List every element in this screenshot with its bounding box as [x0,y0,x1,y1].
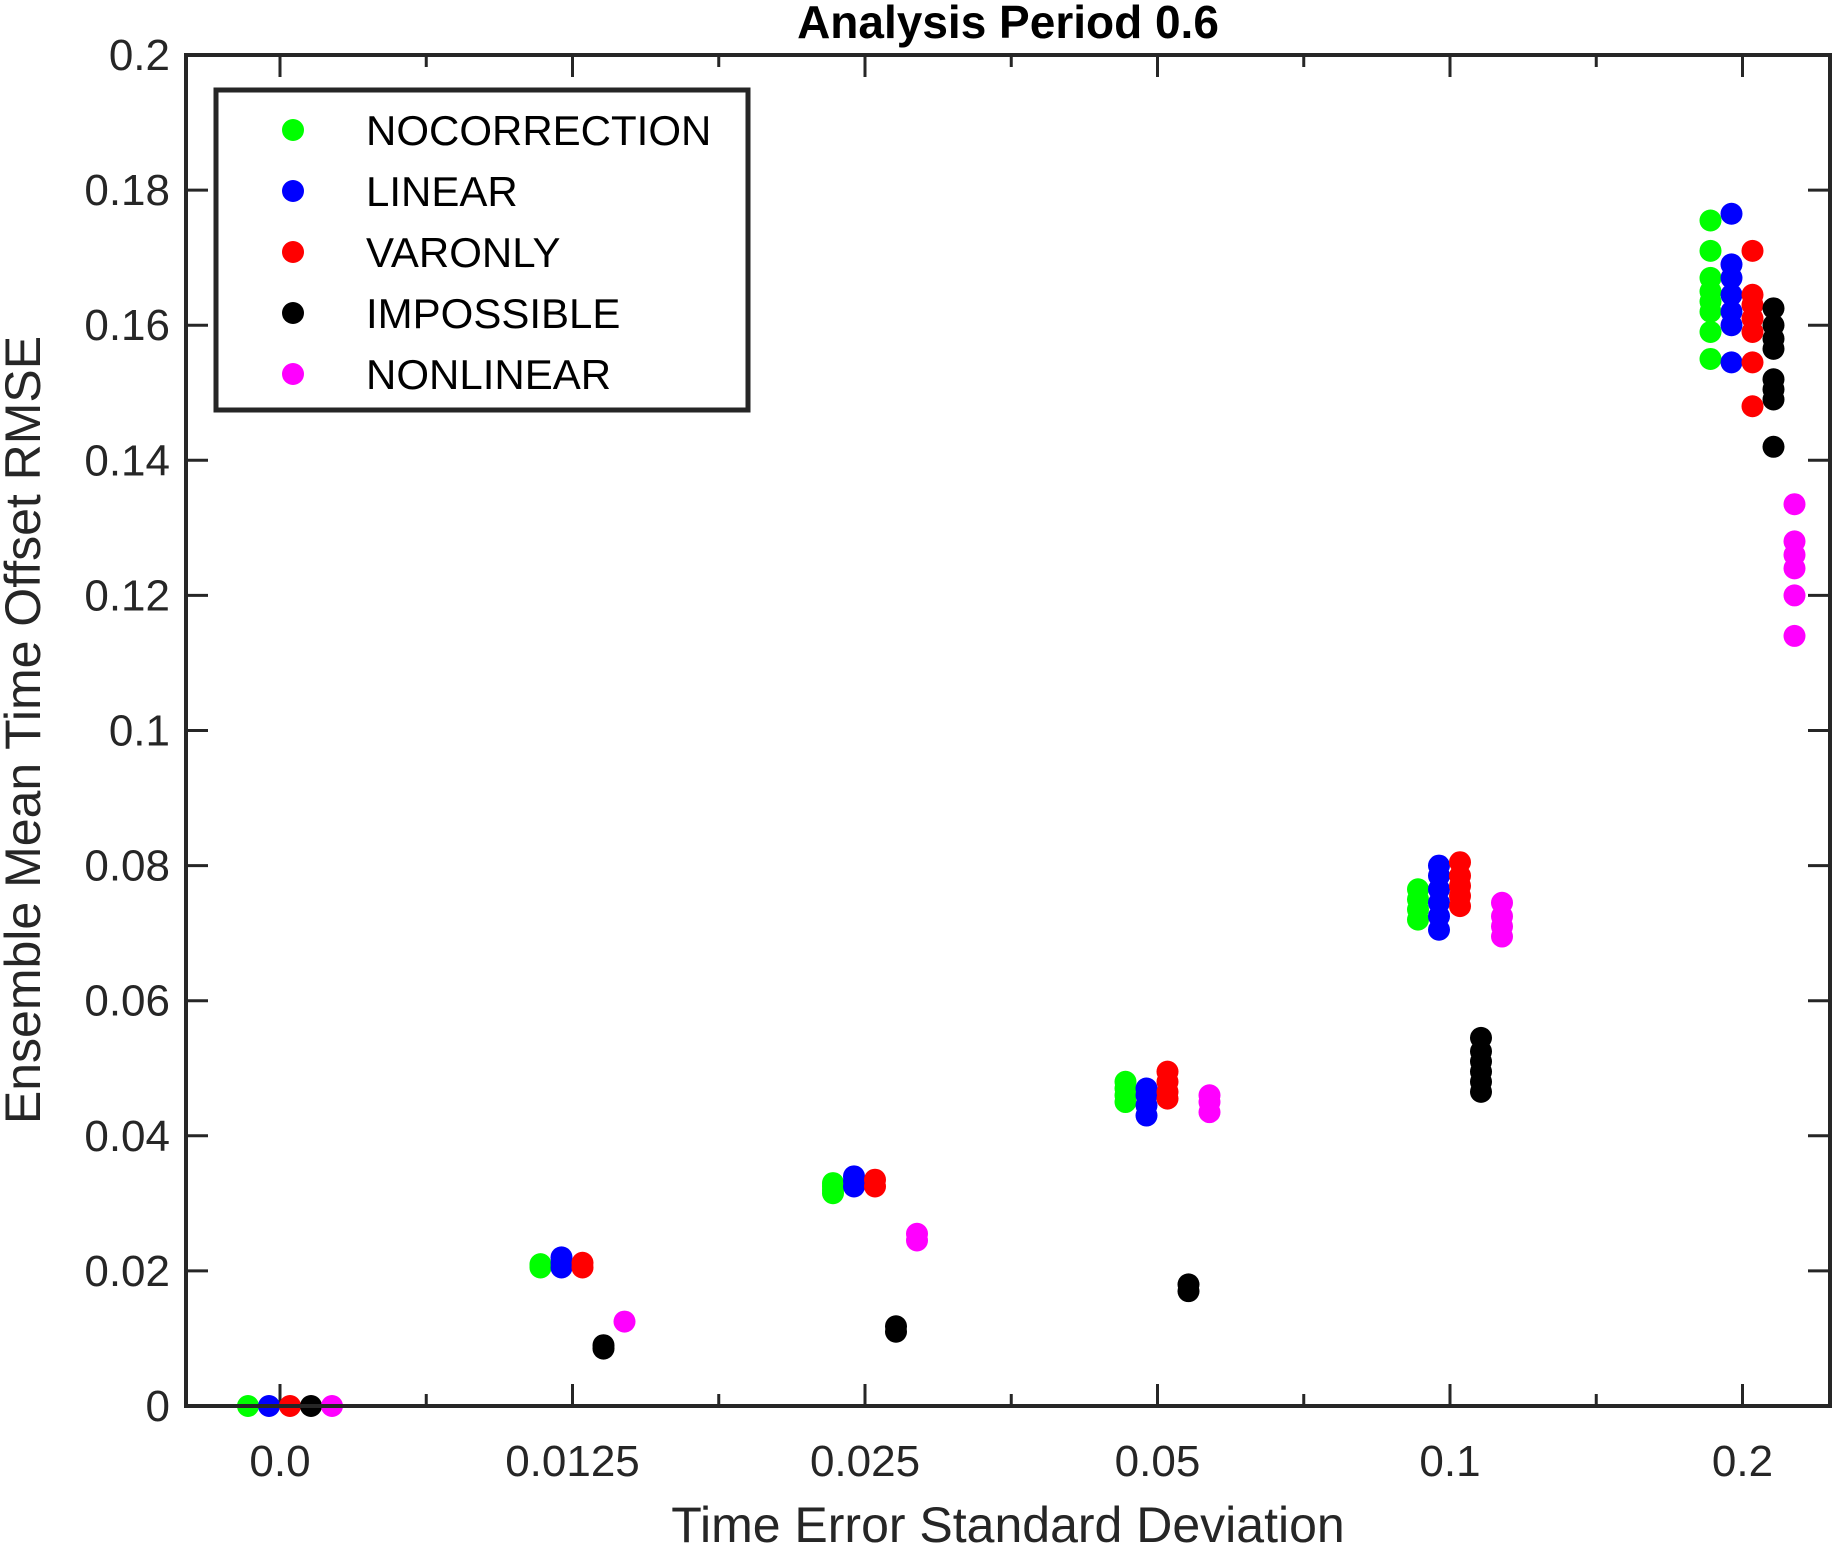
y-tick-label: 0.06 [84,977,170,1026]
point-nonlinear [1198,1084,1221,1107]
point-varonly [1156,1060,1179,1083]
y-tick-label: 0.04 [84,1112,170,1161]
y-tick-label: 0.02 [84,1247,170,1296]
legend-label: NOCORRECTION [366,107,711,154]
legend-marker-impossible [282,302,304,324]
point-linear [550,1246,573,1269]
point-linear [1720,300,1743,323]
legend-marker-varonly [282,241,304,263]
legend-marker-linear [282,180,304,202]
x-axis-label: Time Error Standard Deviation [671,1497,1344,1548]
y-tick-label: 0.1 [109,707,170,756]
point-nonlinear [906,1222,928,1245]
point-nocorrection [529,1253,552,1276]
x-tick-label: 0.05 [1115,1437,1201,1486]
y-tick-label: 0.16 [84,301,170,350]
point-impossible [1762,435,1785,458]
point-impossible [592,1334,615,1357]
legend-label: IMPOSSIBLE [366,290,620,337]
point-linear [1720,283,1743,306]
point-impossible [1762,368,1785,391]
point-linear [1720,253,1743,276]
point-nocorrection [1699,320,1722,343]
point-nocorrection [1114,1070,1137,1093]
legend-label: VARONLY [366,229,561,276]
point-varonly [1741,395,1764,418]
point-nocorrection [1699,266,1722,289]
chart-title: Analysis Period 0.6 [797,0,1219,48]
x-tick-label: 0.025 [810,1437,920,1486]
legend: NOCORRECTION LINEAR VARONLY IMPOSSIBLE NONLI… [213,87,751,413]
point-impossible [885,1315,907,1338]
point-nocorrection [1699,239,1722,262]
plot-frame [184,53,1832,1408]
point-linear [843,1165,865,1188]
x-tick-label: 0.2 [1712,1437,1773,1486]
point-nonlinear [1783,530,1806,553]
point-impossible [1762,297,1785,320]
point-impossible [1177,1273,1200,1296]
point-nonlinear [1491,891,1513,914]
point-varonly [1741,239,1764,262]
legend-label: LINEAR [366,168,518,215]
point-impossible [1762,314,1785,337]
point-linear [1720,351,1743,374]
point-varonly [1741,283,1764,306]
y-tick-label: 0.08 [84,842,170,891]
point-nonlinear [1783,624,1806,647]
point-varonly [571,1251,594,1274]
point-nocorrection [822,1172,844,1195]
point-varonly [864,1168,886,1191]
legend-marker-nonlinear [282,363,304,385]
y-axis-ticks: 0 0.02 0.04 0.06 0.08 0.1 0.12 0.14 0.16 0.18 0.2 [84,31,1830,1431]
point-nonlinear [613,1310,636,1333]
point-linear [1720,202,1743,225]
legend-box [213,87,751,413]
point-linear [1428,854,1450,877]
point-nonlinear [1783,493,1806,516]
x-axis-ticks: 0.0 0.0125 0.025 0.05 0.1 0.2 [249,55,1773,1486]
y-tick-label: 0.14 [84,436,170,485]
y-tick-label: 0.18 [84,166,170,215]
legend-label: NONLINEAR [366,351,611,398]
point-nocorrection [1407,878,1429,901]
point-nocorrection [1699,209,1722,232]
point-nocorrection [1699,347,1722,370]
point-impossible [1470,1026,1492,1049]
y-tick-label: 0.12 [84,571,170,620]
point-varonly [1449,851,1471,874]
data-points [237,202,1806,1417]
point-linear [1135,1077,1158,1100]
y-tick-label: 0.2 [109,31,170,80]
x-tick-label: 0.0125 [505,1437,640,1486]
point-varonly [1741,351,1764,374]
point-nonlinear [1783,584,1806,607]
y-axis-label: Ensemble Mean Time Offset RMSE [0,336,51,1124]
legend-marker-nocorrection [282,119,304,141]
x-tick-label: 0.0 [249,1437,310,1486]
x-tick-label: 0.1 [1419,1437,1480,1486]
y-tick-label: 0 [146,1382,170,1431]
